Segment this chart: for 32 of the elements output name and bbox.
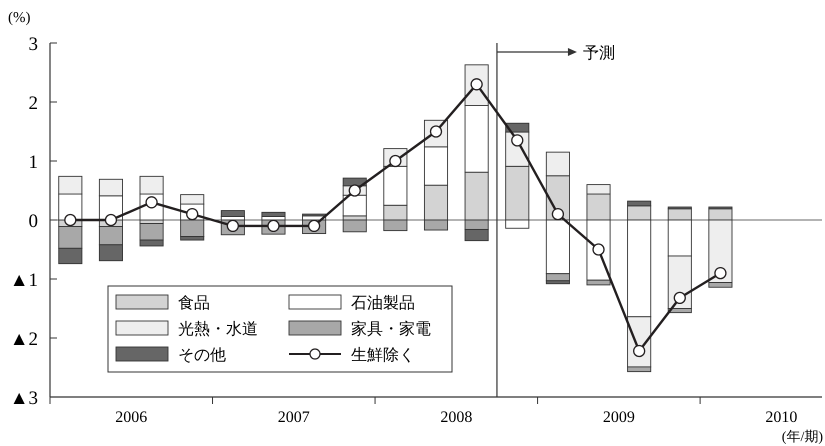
legend-label: 光熱・水道 xyxy=(178,320,258,338)
x-tick-label: 2006 xyxy=(115,409,148,426)
x-tick-label: 2010 xyxy=(765,409,798,426)
point xyxy=(633,344,646,358)
x-tick-label: 2008 xyxy=(440,409,472,426)
legend-label: 食品 xyxy=(178,294,210,312)
point xyxy=(104,214,118,226)
point xyxy=(511,134,524,146)
ref-line-label: 予測 xyxy=(582,44,615,62)
point xyxy=(714,266,727,280)
y-tick-label: 1 xyxy=(28,152,38,173)
bar xyxy=(220,210,245,217)
y-axis-title: (%) xyxy=(8,10,30,26)
y-tick-label: 0 xyxy=(28,211,38,232)
point xyxy=(64,214,76,226)
bar xyxy=(261,212,286,217)
x-axis-title: (年/期) xyxy=(782,429,824,445)
legend-label: その他 xyxy=(178,347,226,364)
y-tick-label: 3 xyxy=(28,34,38,55)
legend-label: 生鮮除く xyxy=(351,346,415,364)
point xyxy=(674,292,686,304)
y-tick-label: 2 xyxy=(28,93,38,114)
y-tick-label: ▲3 xyxy=(10,388,38,409)
point xyxy=(592,243,605,256)
y-tick-label: ▲2 xyxy=(10,329,38,350)
legend-label: 石油製品 xyxy=(351,294,415,312)
point xyxy=(348,184,361,197)
x-tick-label: 2009 xyxy=(602,409,635,426)
y-tick-label: ▲1 xyxy=(10,270,38,291)
point xyxy=(552,208,564,220)
x-tick-label: 2007 xyxy=(278,409,310,426)
legend-label: 家具・家電 xyxy=(351,320,431,338)
